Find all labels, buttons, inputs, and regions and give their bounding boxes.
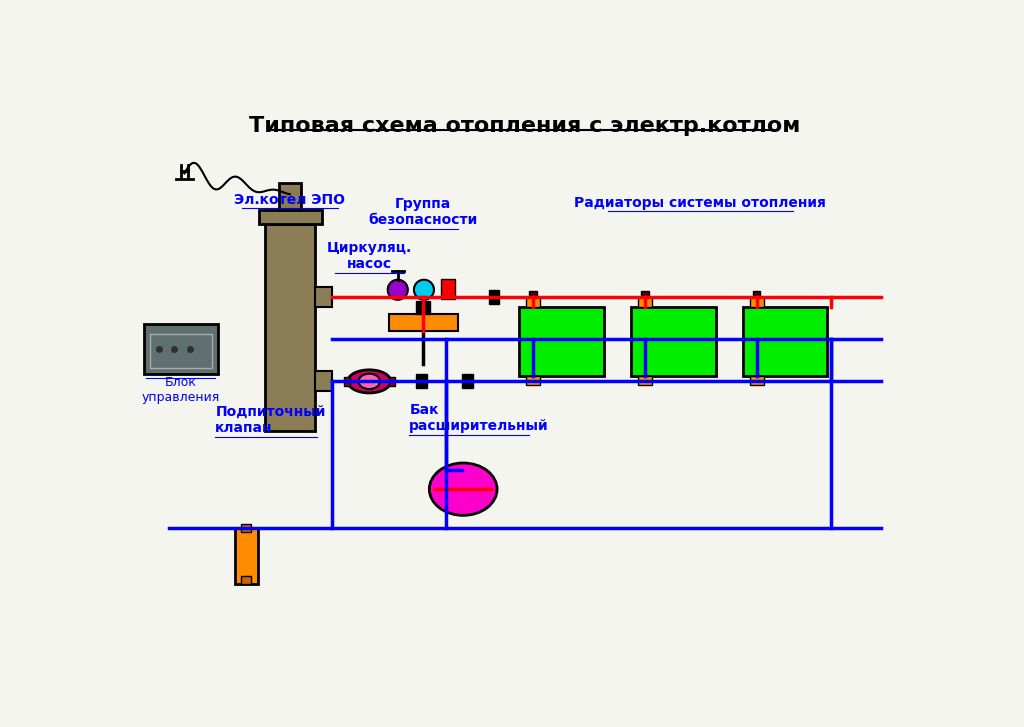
Bar — [463, 374, 473, 388]
Text: Циркуляц.
насос: Циркуляц. насос — [327, 241, 412, 271]
Bar — [488, 290, 500, 304]
Ellipse shape — [429, 463, 497, 515]
Bar — [441, 279, 455, 299]
Bar — [416, 300, 430, 314]
Bar — [519, 307, 604, 376]
Bar — [529, 291, 538, 297]
Bar — [750, 376, 764, 385]
Text: Типовая схема отопления с электр.котлом: Типовая схема отопления с электр.котлом — [249, 116, 801, 136]
Bar — [526, 376, 541, 385]
Bar — [641, 291, 649, 297]
Bar — [259, 209, 322, 223]
Bar — [638, 376, 652, 385]
Text: Блок
управления: Блок управления — [141, 376, 220, 404]
Bar — [241, 524, 252, 531]
Bar — [388, 377, 394, 386]
Circle shape — [414, 280, 434, 300]
Ellipse shape — [348, 370, 391, 393]
Bar — [638, 297, 652, 307]
Bar — [280, 182, 301, 209]
Bar — [315, 286, 333, 307]
Bar — [631, 307, 716, 376]
Circle shape — [388, 280, 408, 300]
Text: Бак
расширительный: Бак расширительный — [410, 403, 549, 433]
Bar — [234, 528, 258, 584]
Bar — [144, 324, 217, 374]
Bar — [241, 577, 252, 584]
Bar — [742, 307, 827, 376]
Bar — [315, 371, 333, 391]
Text: Группа
безопасности: Группа безопасности — [369, 197, 478, 228]
Text: Радиаторы системы отопления: Радиаторы системы отопления — [574, 196, 826, 209]
Text: Подпиточный
клапан: Подпиточный клапан — [215, 405, 326, 435]
Bar — [750, 297, 764, 307]
Bar — [150, 334, 212, 369]
Bar — [265, 223, 315, 431]
Bar — [388, 314, 458, 332]
Bar — [344, 377, 350, 386]
Text: Эл.котел ЭПО: Эл.котел ЭПО — [234, 193, 345, 206]
Bar — [753, 291, 761, 297]
Bar — [526, 297, 541, 307]
Bar — [416, 374, 427, 388]
Ellipse shape — [358, 374, 380, 389]
